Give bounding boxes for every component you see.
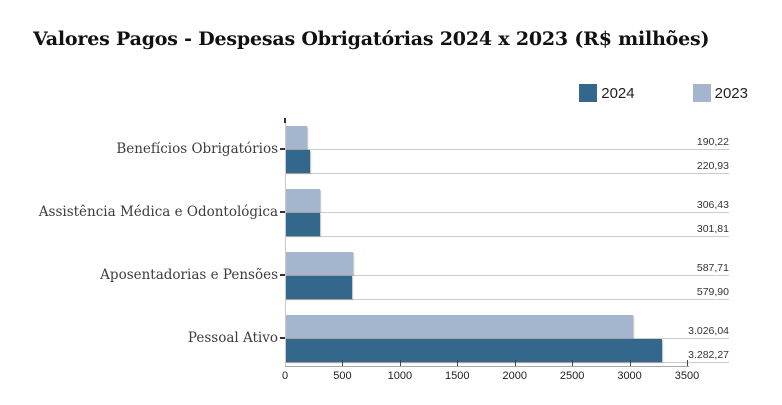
x-axis-tick-label: 2500: [559, 370, 585, 382]
category-tick: [280, 211, 285, 213]
gridline: [285, 275, 729, 276]
x-axis-tick-label: 2000: [502, 370, 527, 382]
x-axis-tick: [457, 360, 459, 366]
x-axis-tick-label: 3000: [617, 370, 642, 382]
x-axis-tick-label: 0: [281, 370, 289, 382]
value-label-2023-pessoal-ativo: 3.026,04: [688, 325, 729, 337]
legend-swatch-2023: [692, 84, 711, 102]
gridline: [285, 236, 729, 237]
gridline: [285, 338, 729, 339]
value-label-2024-assistencia-medica-e-odontologica: 301,81: [696, 223, 729, 235]
x-axis-tick-label: 1000: [387, 370, 413, 382]
bar-2024-aposentadorias-e-pensoes[interactable]: [285, 276, 352, 299]
chart-title: Valores Pagos - Despesas Obrigatórias 20…: [33, 28, 710, 50]
category-label-pessoal-ativo: Pessoal Ativo: [187, 330, 278, 346]
category-tick: [280, 337, 285, 339]
bar-2024-assistencia-medica-e-odontologica[interactable]: [285, 213, 320, 236]
category-label-assistencia-medica-e-odontologica: Assistência Médica e Odontológica: [38, 204, 278, 220]
gridline: [285, 299, 729, 300]
x-axis-tick: [399, 360, 401, 366]
category-tick: [280, 274, 285, 276]
legend-label: 2023: [714, 84, 748, 102]
bar-2023-beneficios-obrigatorios[interactable]: [285, 126, 307, 149]
legend-item-2023[interactable]: 2023: [692, 84, 748, 102]
bar-2024-pessoal-ativo[interactable]: [285, 339, 662, 362]
x-axis-line: [285, 366, 689, 367]
category-label-beneficios-obrigatorios: Benefícios Obrigatórios: [116, 141, 278, 157]
category-label-aposentadorias-e-pensoes: Aposentadorias e Pensões: [100, 267, 278, 283]
value-label-2023-aposentadorias-e-pensoes: 587,71: [696, 262, 729, 274]
bar-2023-assistencia-medica-e-odontologica[interactable]: [285, 189, 320, 212]
x-axis-tick: [572, 360, 574, 366]
y-axis-top-tick: [284, 118, 286, 123]
x-axis-tick: [629, 360, 631, 366]
bar-2023-pessoal-ativo[interactable]: [285, 315, 633, 338]
legend-swatch-2024: [579, 84, 598, 102]
category-tick: [280, 148, 285, 150]
value-label-2023-beneficios-obrigatorios: 190,22: [696, 136, 729, 148]
x-axis-tick-label: 1500: [445, 370, 470, 382]
x-axis-tick-label: 3500: [674, 370, 700, 382]
y-axis-line: [285, 118, 286, 366]
bar-2023-aposentadorias-e-pensoes[interactable]: [285, 252, 353, 275]
legend-label: 2024: [601, 84, 635, 102]
gridline: [285, 173, 729, 174]
x-axis-tick: [687, 360, 688, 366]
gridline: [285, 149, 729, 150]
x-axis-tick-label: 500: [333, 370, 352, 382]
gridline: [285, 212, 729, 213]
value-label-2024-aposentadorias-e-pensoes: 579,90: [696, 286, 729, 298]
value-label-2024-beneficios-obrigatorios: 220,93: [696, 160, 729, 172]
gridline: [285, 362, 729, 363]
legend-item-2024[interactable]: 2024: [579, 84, 635, 102]
x-axis-tick: [514, 360, 516, 366]
value-label-2023-assistencia-medica-e-odontologica: 306,43: [696, 199, 729, 211]
value-label-2024-pessoal-ativo: 3.282,27: [688, 349, 729, 361]
x-axis-tick: [342, 360, 344, 366]
bar-2024-beneficios-obrigatorios[interactable]: [285, 150, 310, 173]
legend: 2024 2023: [579, 84, 748, 102]
